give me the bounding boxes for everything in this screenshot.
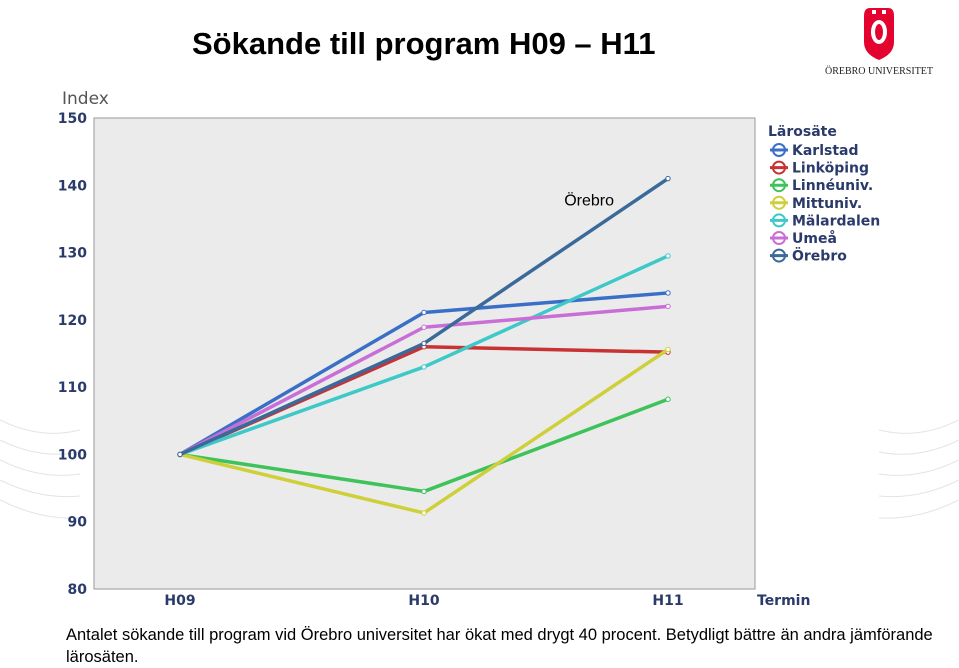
- legend-label: Mittuniv.: [792, 196, 862, 212]
- y-tick-label: 110: [58, 380, 87, 396]
- x-tick-label: H11: [652, 593, 683, 609]
- y-tick-label: 130: [58, 246, 87, 262]
- data-point: [665, 175, 671, 182]
- legend-marker: [772, 143, 786, 157]
- y-tick-label: 90: [68, 515, 88, 531]
- series-annotation: Örebro: [564, 192, 614, 210]
- legend-label: Örebro: [792, 247, 847, 265]
- data-point: [421, 364, 427, 370]
- decorative-waves-right: [879, 419, 959, 519]
- data-point: [421, 488, 427, 495]
- x-tick-label: H10: [408, 593, 439, 609]
- legend-marker: [772, 178, 786, 193]
- legend-marker: [772, 231, 786, 245]
- data-point: [665, 290, 671, 296]
- data-point: [665, 396, 671, 402]
- plot-area: [93, 117, 756, 590]
- slide-title: Sökande till program H09 – H11: [192, 26, 656, 61]
- legend-label: Umeå: [792, 230, 837, 247]
- data-point: [177, 451, 183, 458]
- x-axis-label: Termin: [757, 593, 810, 609]
- logo-text: ÖREBRO UNIVERSITET: [825, 65, 933, 77]
- line-chart: Index Termin 80 90 100 110 120 130 140 150 H09 H…: [58, 89, 881, 609]
- data-point: [421, 340, 427, 347]
- y-axis-label: Index: [62, 89, 109, 109]
- legend-label: Karlstad: [792, 143, 859, 159]
- data-point: [421, 324, 427, 330]
- legend-label: Linnéuniv.: [792, 178, 873, 194]
- y-tick-label: 80: [68, 582, 88, 598]
- decorative-waves-left: [0, 419, 80, 519]
- data-point: [665, 253, 671, 259]
- university-logo: ÖREBRO UNIVERSITET: [825, 8, 933, 77]
- legend-title: Lärosäte: [768, 124, 837, 140]
- legend-label: Mälardalen: [792, 213, 880, 229]
- legend-marker: [772, 248, 786, 263]
- y-tick-label: 120: [58, 313, 87, 329]
- data-point: [665, 303, 671, 310]
- legend-marker: [772, 213, 786, 228]
- legend-marker: [772, 160, 786, 175]
- y-tick-label: 150: [58, 111, 87, 127]
- data-point: [421, 510, 427, 516]
- data-point: [665, 346, 671, 353]
- legend-marker: [772, 195, 786, 210]
- data-point: [421, 309, 427, 316]
- y-tick-label: 100: [58, 447, 87, 463]
- y-tick-label: 140: [58, 178, 87, 194]
- slide-caption: Antalet sökande till program vid Örebro …: [66, 626, 933, 666]
- x-tick-label: H09: [164, 593, 195, 609]
- legend-label: Linköping: [792, 161, 869, 177]
